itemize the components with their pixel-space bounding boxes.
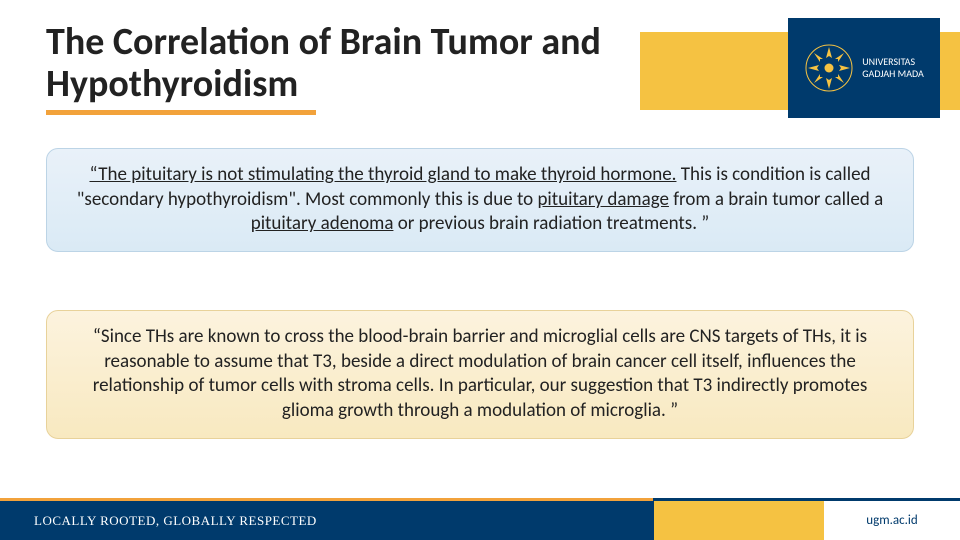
- footer-url: ugm.ac.id: [824, 501, 960, 540]
- quote-yellow-text: “Since THs are known to cross the blood-…: [93, 325, 868, 422]
- university-logo: UNIVERSITAS GADJAH MADA: [788, 18, 940, 118]
- quote-card-yellow: “Since THs are known to cross the blood-…: [46, 310, 914, 439]
- quote-blue-lead: “The pituitary is not stimulating the th…: [89, 163, 676, 186]
- quote-blue-part2: from a brain tumor called a: [669, 188, 883, 211]
- title-underline: [46, 110, 316, 115]
- footer-bar: LOCALLY ROOTED, GLOBALLY RESPECTED ugm.a…: [0, 501, 960, 540]
- quote-blue-part3: or previous brain radiation treatments. …: [393, 212, 709, 235]
- footer-tagline: LOCALLY ROOTED, GLOBALLY RESPECTED: [0, 501, 654, 540]
- quote-blue-underline2: pituitary adenoma: [251, 212, 394, 235]
- slide-title: The Correlation of Brain Tumor and Hypot…: [46, 22, 766, 115]
- slide-title-text: The Correlation of Brain Tumor and Hypot…: [46, 19, 601, 107]
- footer: LOCALLY ROOTED, GLOBALLY RESPECTED ugm.a…: [0, 498, 960, 540]
- quote-blue-underline1: pituitary damage: [537, 188, 669, 211]
- university-name-line2: GADJAH MADA: [862, 68, 924, 80]
- quote-card-blue: “The pituitary is not stimulating the th…: [46, 148, 914, 252]
- ugm-emblem-icon: [804, 43, 854, 93]
- university-name: UNIVERSITAS GADJAH MADA: [862, 56, 924, 80]
- footer-accent-block: [654, 501, 824, 540]
